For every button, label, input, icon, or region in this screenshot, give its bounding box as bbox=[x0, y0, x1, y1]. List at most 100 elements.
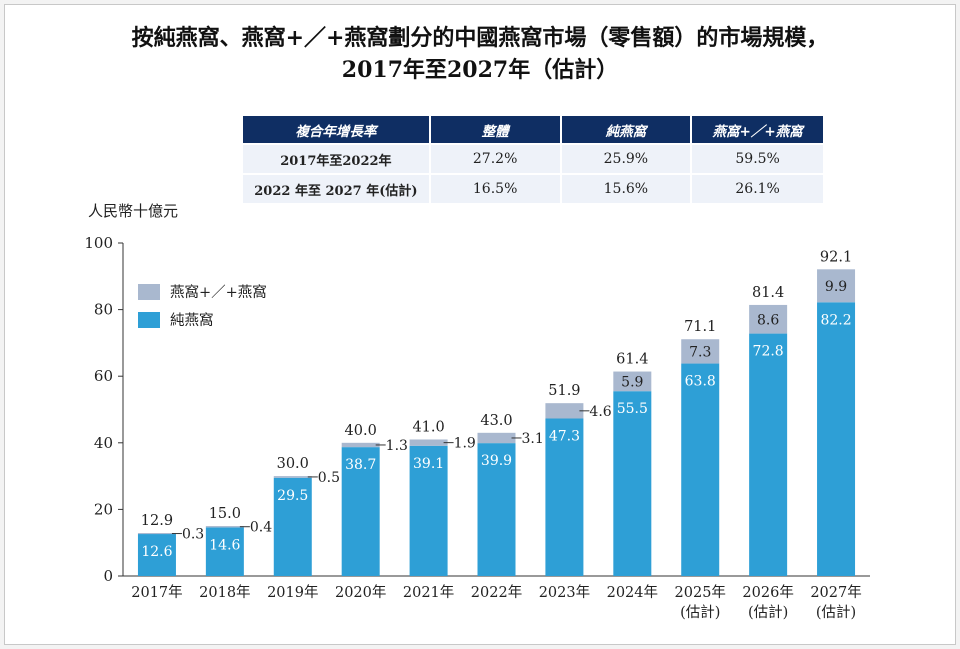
data-label-plus: 0.3 bbox=[182, 527, 204, 543]
x-tick-label: 2025年 bbox=[675, 584, 726, 601]
data-label-plus: 7.3 bbox=[689, 344, 711, 360]
data-label-plus: 9.9 bbox=[825, 279, 847, 295]
bar-pure bbox=[749, 333, 788, 576]
data-label-total: 41.0 bbox=[412, 419, 444, 435]
x-tick-sublabel: (估計) bbox=[748, 604, 788, 621]
data-label-plus: 4.6 bbox=[589, 404, 611, 420]
bar-plus bbox=[137, 533, 176, 535]
cagr-table: 複合年增長率 整體 純燕窩 燕窩+／+燕窩 2017年至2022年 27.2% … bbox=[243, 116, 823, 203]
data-label-pure: 14.6 bbox=[209, 537, 240, 553]
title-line-2: 2017年至2027年（估計） bbox=[341, 57, 619, 83]
cagr-header-plus: 燕窩+／+燕窩 bbox=[691, 116, 823, 144]
y-tick-label: 40 bbox=[94, 434, 113, 452]
data-label-plus: 1.9 bbox=[454, 436, 476, 452]
x-tick-sublabel: (估計) bbox=[680, 604, 720, 621]
chart-title: 按純燕窩、燕窩+／+燕窩劃分的中國燕窩市場（零售額）的市場規模， 2017年至2… bbox=[0, 22, 960, 86]
data-label-pure: 63.8 bbox=[685, 374, 716, 390]
data-label-pure: 82.2 bbox=[820, 312, 851, 328]
title-line-1: 按純燕窩、燕窩+／+燕窩劃分的中國燕窩市場（零售額）的市場規模， bbox=[131, 25, 829, 51]
data-label-pure: 55.5 bbox=[617, 401, 648, 417]
bar-pure bbox=[545, 418, 584, 576]
bar-pure bbox=[681, 363, 720, 576]
x-tick-sublabel: (估計) bbox=[816, 604, 856, 621]
data-label-pure: 29.5 bbox=[277, 488, 308, 504]
bar-pure bbox=[817, 302, 856, 576]
bar-pure bbox=[137, 534, 176, 576]
x-tick-label: 2021年 bbox=[403, 584, 454, 601]
data-label-plus: 0.5 bbox=[318, 470, 340, 486]
data-label-plus: 5.9 bbox=[621, 374, 643, 390]
data-label-total: 51.9 bbox=[548, 383, 580, 399]
data-label-total: 43.0 bbox=[480, 413, 512, 429]
x-tick-label: 2018年 bbox=[199, 584, 250, 601]
legend: 燕窩+／+燕窩 純燕窩 bbox=[138, 284, 267, 329]
data-label-plus: 0.4 bbox=[250, 520, 272, 536]
cagr-cell-pure: 15.6% bbox=[560, 173, 693, 203]
cagr-cell-pure: 25.9% bbox=[560, 143, 693, 174]
y-tick-label: 20 bbox=[94, 500, 113, 518]
x-tick-label: 2023年 bbox=[539, 584, 590, 601]
cagr-row-2022-2027: 2022 年至 2027 年(估計) 16.5% 15.6% 26.1% bbox=[243, 173, 823, 203]
data-label-total: 81.4 bbox=[752, 285, 784, 301]
bar-pure bbox=[409, 445, 448, 576]
data-label-plus: 8.6 bbox=[757, 312, 779, 328]
y-tick-label: 80 bbox=[94, 301, 113, 319]
bar-plus bbox=[477, 432, 516, 444]
bar-plus bbox=[409, 439, 448, 446]
data-label-pure: 38.7 bbox=[345, 457, 376, 473]
data-label-total: 71.1 bbox=[684, 319, 716, 335]
data-label-total: 40.0 bbox=[345, 423, 377, 439]
x-tick-label: 2020年 bbox=[335, 584, 386, 601]
x-tick-label: 2022年 bbox=[471, 584, 522, 601]
bars: 12.6 0.3 12.9 14.6 0.4 15.0 29.5 0.5 30.0 38.7 1.3… bbox=[137, 249, 856, 576]
data-label-total: 12.9 bbox=[141, 513, 173, 529]
bar-pure bbox=[273, 477, 312, 576]
bar-plus bbox=[545, 403, 584, 419]
bar-plus bbox=[817, 269, 856, 303]
data-label-pure: 72.8 bbox=[753, 344, 784, 360]
x-tick-label: 2024年 bbox=[607, 584, 658, 601]
bar-pure bbox=[205, 527, 244, 576]
x-tick-label: 2019年 bbox=[267, 584, 318, 601]
cagr-header-row: 複合年增長率 整體 純燕窩 燕窩+／+燕窩 bbox=[243, 116, 823, 144]
legend-swatch-plus bbox=[138, 284, 160, 300]
bar-plus bbox=[749, 304, 788, 334]
data-label-pure: 12.6 bbox=[141, 544, 172, 560]
bar-plus bbox=[273, 476, 312, 478]
cagr-cell-overall: 16.5% bbox=[429, 173, 562, 203]
data-label-pure: 47.3 bbox=[549, 428, 580, 444]
data-label-pure: 39.9 bbox=[481, 453, 512, 469]
bar-pure bbox=[477, 443, 516, 576]
x-tick-label: 2026年 bbox=[742, 584, 793, 601]
cagr-row-label: 2017年至2022年 bbox=[243, 143, 431, 174]
cagr-cell-plus: 26.1% bbox=[691, 173, 823, 203]
y-tick-label: 60 bbox=[94, 367, 113, 385]
x-tick-label: 2027年 bbox=[810, 584, 861, 601]
bar-plus bbox=[613, 371, 652, 392]
data-label-plus: 3.1 bbox=[522, 431, 544, 447]
cagr-row-2017-2022: 2017年至2022年 27.2% 25.9% 59.5% bbox=[243, 143, 823, 174]
bar-plus bbox=[205, 526, 244, 528]
legend-label-plus: 燕窩+／+燕窩 bbox=[170, 284, 267, 301]
data-label-pure: 39.1 bbox=[413, 456, 444, 472]
bar-pure bbox=[341, 447, 380, 576]
y-tick-label: 100 bbox=[84, 234, 113, 252]
y-axis-label: 人民幣十億元 bbox=[88, 202, 178, 220]
cagr-cell-plus: 59.5% bbox=[691, 143, 823, 174]
data-label-plus: 1.3 bbox=[386, 438, 408, 454]
cagr-header-overall: 整體 bbox=[429, 116, 562, 144]
bar-pure bbox=[613, 391, 652, 576]
x-tick-labels: 2017年 2018年 2019年 2020年 2021年 2022年 2023年 2024年… bbox=[131, 584, 861, 621]
cagr-header-pure: 純燕窩 bbox=[560, 116, 693, 144]
bar-plus bbox=[681, 339, 720, 364]
data-label-total: 92.1 bbox=[820, 249, 852, 265]
x-tick-label: 2017年 bbox=[131, 584, 182, 601]
legend-swatch-pure bbox=[138, 312, 160, 328]
data-label-total: 30.0 bbox=[277, 456, 309, 472]
cagr-cell-overall: 27.2% bbox=[429, 143, 562, 174]
y-tick-label: 0 bbox=[103, 567, 113, 585]
y-ticks: 0 20 40 60 80 100 bbox=[84, 234, 123, 585]
cagr-header-label: 複合年增長率 bbox=[243, 116, 431, 144]
bar-plus bbox=[341, 442, 380, 448]
data-label-total: 61.4 bbox=[616, 352, 648, 368]
